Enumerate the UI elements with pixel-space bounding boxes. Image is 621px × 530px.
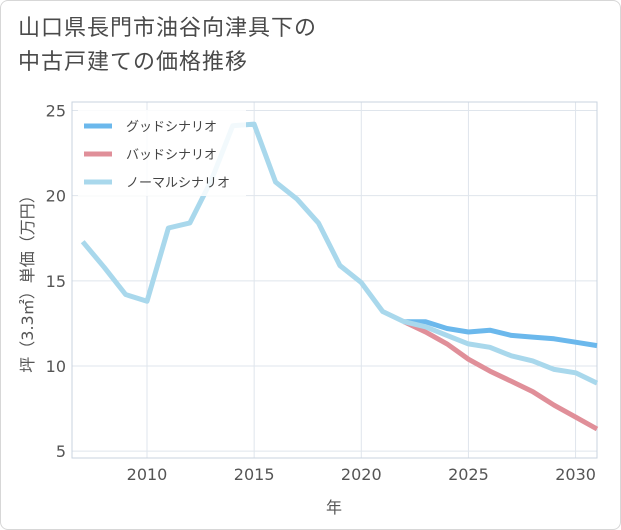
- x-tick-label: 2010: [127, 465, 168, 484]
- x-tick-label: 2025: [448, 465, 489, 484]
- series-line-1: [403, 319, 599, 432]
- y-tick-label: 10: [46, 357, 66, 376]
- x-tick-label: 2030: [555, 465, 596, 484]
- series-line-2: [80, 121, 599, 386]
- y-tick-label: 5: [56, 442, 66, 461]
- chart-title-line-1: 山口県長門市油谷向津具下の: [18, 16, 318, 41]
- y-tick-label: 20: [46, 187, 66, 206]
- series-layer: [80, 121, 599, 432]
- chart-title-line-2: 中古戸建ての価格推移: [18, 50, 249, 75]
- series-line-0: [404, 319, 598, 349]
- y-tick-label: 15: [46, 272, 66, 291]
- legend-label-0: グッドシナリオ: [126, 120, 217, 135]
- chart-title: 山口県長門市油谷向津具下の 中古戸建ての価格推移: [18, 12, 317, 80]
- x-axis-title: 年: [326, 498, 342, 517]
- y-tick-label: 25: [46, 102, 66, 121]
- x-tick-label: 2015: [234, 465, 275, 484]
- legend-label-1: バッドシナリオ: [126, 148, 217, 163]
- plot-border: [71, 101, 598, 459]
- y-axis-title: 坪（3.3㎡）単価（万円）: [18, 187, 37, 372]
- legend-label-2: ノーマルシナリオ: [126, 176, 230, 191]
- x-tick-label: 2020: [341, 465, 382, 484]
